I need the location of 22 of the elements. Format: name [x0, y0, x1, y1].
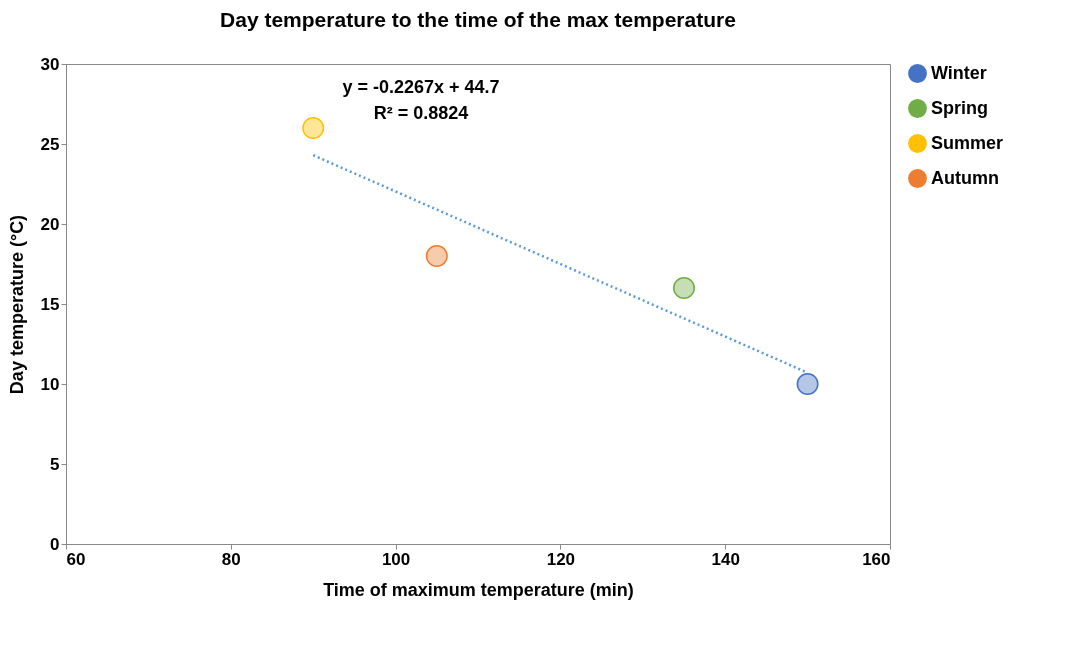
y-tick-label: 5: [50, 454, 60, 474]
y-tick-label: 15: [40, 294, 60, 314]
legend-label: Summer: [931, 132, 1004, 153]
y-axis-title: Day temperature (°C): [6, 214, 27, 395]
legend-label: Spring: [931, 97, 988, 118]
y-tick-label: 20: [40, 214, 60, 234]
x-tick-label: 120: [546, 549, 576, 569]
y-tick-label: 0: [50, 534, 60, 554]
x-tick-label: 100: [381, 549, 411, 569]
legend-label: Winter: [931, 62, 987, 83]
chart-title: Day temperature to the time of the max temperature: [220, 8, 736, 31]
annotation: R² = 0.8824: [373, 103, 469, 123]
annotation: y = -0.2267x + 44.7: [342, 77, 500, 97]
x-axis-title: Time of maximum temperature (min): [323, 579, 634, 600]
y-tick-label: 10: [40, 374, 60, 394]
legend-label: Autumn: [931, 167, 999, 188]
x-tick-label: 140: [711, 549, 740, 569]
y-tick-label: 30: [40, 54, 60, 74]
y-tick-label: 25: [40, 134, 60, 154]
x-tick-label: 160: [862, 549, 891, 569]
x-tick-label: 80: [221, 549, 241, 569]
x-tick-label: 60: [66, 549, 86, 569]
